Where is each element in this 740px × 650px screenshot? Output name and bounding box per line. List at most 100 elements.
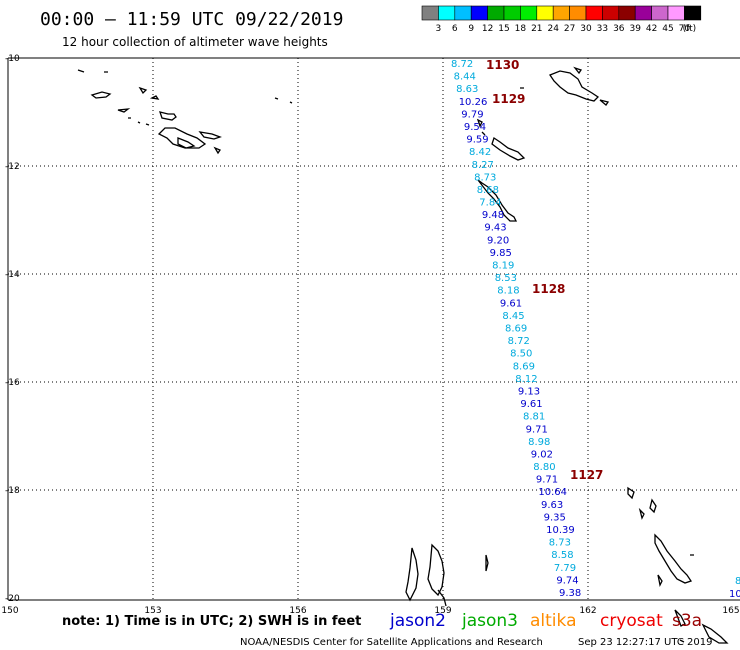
color-legend: 3 6 9 12 15 18 21 24 27 30 33 36 39 42 45 70(ft) xyxy=(421,5,702,34)
legend-label: 39 xyxy=(629,24,641,34)
wave-height-value: 8.69 xyxy=(505,324,527,335)
footer-timestamp: Sep 23 12:27:17 UTC 2019 xyxy=(578,637,712,648)
legend-label: 9 xyxy=(468,24,474,34)
legend-label: 3 xyxy=(436,24,442,34)
legend-swatch xyxy=(618,5,636,21)
wave-height-value: 8.81 xyxy=(523,412,545,423)
legend-swatch xyxy=(585,5,603,21)
legend-label: 24 xyxy=(547,24,559,34)
lon-label: 159 xyxy=(434,606,451,616)
track-time-label: 1130 xyxy=(486,58,519,72)
wave-height-value: 10.64 xyxy=(538,487,567,498)
legend-swatch xyxy=(438,5,456,21)
wave-height-value: 8.12 xyxy=(515,374,537,385)
legend-label: (ft) xyxy=(683,24,697,34)
coast-bottom-3 xyxy=(485,554,489,572)
wave-height-value: 9.63 xyxy=(541,500,563,511)
wave-height-value: 8.98 xyxy=(528,437,550,448)
wave-height-value: 8.53 xyxy=(495,273,517,284)
lat-label: -20 xyxy=(5,594,20,604)
satellite-name-s3a: s3a xyxy=(672,611,702,631)
wave-height-value: 8.73 xyxy=(549,538,571,549)
legend-label: 15 xyxy=(498,24,509,34)
axis-labels: -10 -12 -14 -16 -18 -20 150 153 156 159 162 165 xyxy=(1,54,739,616)
wave-height-value: 9.38 xyxy=(559,588,581,599)
lat-label: -16 xyxy=(5,378,20,388)
legend-label: 70 xyxy=(679,24,691,34)
legend-label: 6 xyxy=(452,24,458,34)
wave-height-value: 9.59 xyxy=(466,135,488,146)
legend-swatch xyxy=(634,5,652,21)
wave-height-value: 10.26 xyxy=(459,97,488,108)
coast-bottom-2 xyxy=(427,543,447,607)
footer: note: 1) Time is in UTC; 2) SWH is in fe… xyxy=(62,614,712,648)
map-subtitle: 12 hour collection of altimeter wave hei… xyxy=(62,35,328,49)
wave-height-value: 8.45 xyxy=(502,311,524,322)
wave-height-value: 7.84 xyxy=(479,198,501,209)
coast-islets xyxy=(128,97,293,126)
satellite-name-altika: altika xyxy=(530,611,577,631)
satellite-name-jason3: jason3 xyxy=(461,611,518,631)
wave-height-value: 8.42 xyxy=(469,147,491,158)
wave-height-value: 8.58 xyxy=(551,550,573,561)
legend-label: 33 xyxy=(597,24,608,34)
lat-lon-grid xyxy=(8,58,740,600)
wave-height-value: 8.69 xyxy=(513,361,535,372)
wave-height-value: 10.39 xyxy=(546,525,575,536)
wave-height-value: 8.44 xyxy=(454,72,476,83)
coast-solomons-3 xyxy=(520,66,610,106)
coast-vanuatu-1 xyxy=(627,486,657,520)
wave-height-value: 9.48 xyxy=(482,210,504,221)
legend-label: 42 xyxy=(646,24,657,34)
wave-height-value: 9.79 xyxy=(461,109,483,120)
legend-swatch xyxy=(503,5,521,21)
coast-east-png-1 xyxy=(77,69,177,121)
wave-height-value: 8.73 xyxy=(474,172,496,183)
coast-solomons-1 xyxy=(476,118,526,161)
legend-label: 36 xyxy=(613,24,625,34)
wave-height-value: 9.85 xyxy=(490,248,512,259)
track-time-label: 1127 xyxy=(570,468,603,482)
lat-label: -12 xyxy=(5,162,20,172)
wave-height-value: 9.35 xyxy=(544,512,566,523)
satellite-name-cryosat: cryosat xyxy=(600,611,663,631)
wave-height-value: 8.72 xyxy=(451,59,473,70)
wave-height-value: 9.61 xyxy=(520,399,542,410)
coast-vanuatu-2 xyxy=(654,533,693,627)
wave-height-value: 8.68 xyxy=(477,185,499,196)
coast-vanuatu-3 xyxy=(679,554,729,644)
wave-height-value: 8.50 xyxy=(510,349,532,360)
wave-height-value: 8.63 xyxy=(456,84,478,95)
lon-label: 156 xyxy=(289,606,306,616)
legend-label: 12 xyxy=(482,24,493,34)
edge-track-value: 10 xyxy=(729,589,740,600)
coast-louisiade xyxy=(157,127,222,155)
coast-bottom-1 xyxy=(405,547,419,602)
footer-note: note: 1) Time is in UTC; 2) SWH is in fe… xyxy=(62,614,361,629)
wave-height-value: 8.19 xyxy=(492,261,514,272)
wave-height-value: 9.13 xyxy=(518,387,540,398)
plot-area xyxy=(7,57,740,601)
legend-swatch xyxy=(421,5,439,21)
legend-swatch xyxy=(569,5,587,21)
lat-label: -10 xyxy=(5,54,20,64)
satellite-legend: jason2 jason3 altika cryosat s3a xyxy=(389,611,702,631)
legend-swatch xyxy=(470,5,488,21)
legend-label: 18 xyxy=(515,24,527,34)
wave-height-value: 8.72 xyxy=(508,336,530,347)
wave-height-value: 9.20 xyxy=(487,235,509,246)
lon-label: 165 xyxy=(722,606,739,616)
coastline-outlines xyxy=(77,66,729,644)
lat-label: -18 xyxy=(5,486,20,496)
wave-height-value: 9.71 xyxy=(526,424,548,435)
lon-label: 162 xyxy=(579,606,596,616)
satellite-name-jason2: jason2 xyxy=(389,611,446,631)
wave-height-value: 9.71 xyxy=(536,475,558,486)
wave-height-value: 8.80 xyxy=(533,462,555,473)
legend-label: 30 xyxy=(580,24,592,34)
track-time-label: 1129 xyxy=(492,92,525,106)
lat-label: -14 xyxy=(5,270,20,280)
lon-label: 150 xyxy=(1,606,18,616)
legend-swatch xyxy=(602,5,620,21)
